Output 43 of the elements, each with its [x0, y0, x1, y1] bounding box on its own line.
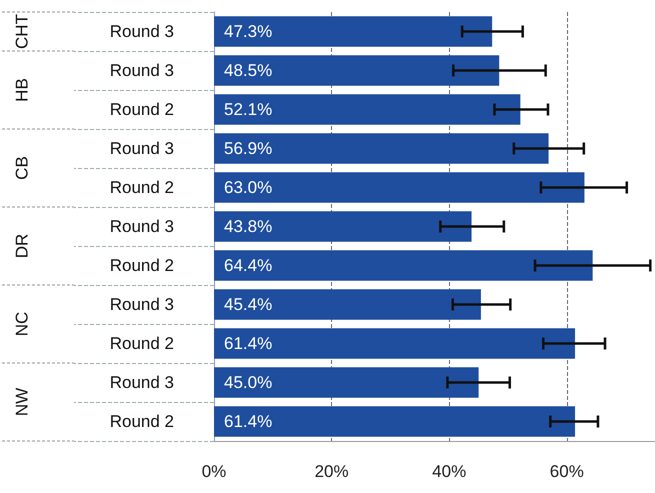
data-label: 56.9% [224, 139, 272, 158]
data-label: 45.0% [224, 373, 272, 392]
y-tick-label: Round 2 [110, 256, 174, 275]
y-tick-label: Round 2 [110, 334, 174, 353]
x-tick-label: 60% [550, 462, 584, 481]
bar [214, 406, 576, 437]
data-label: 48.5% [224, 61, 272, 80]
data-label: 61.4% [224, 412, 272, 431]
y-tick-label: Round 2 [110, 412, 174, 431]
data-label: 47.3% [224, 22, 272, 41]
data-label: 61.4% [224, 334, 272, 353]
data-label: 64.4% [224, 256, 272, 275]
bar [214, 328, 576, 359]
text: NW [12, 388, 32, 416]
x-tick-label: 40% [432, 462, 466, 481]
bar [214, 289, 481, 320]
y-tick-label: Round 3 [110, 139, 174, 158]
text: HB [12, 78, 32, 102]
data-label: 63.0% [224, 178, 272, 197]
data-label: 52.1% [224, 100, 272, 119]
y-tick-label: Round 3 [110, 22, 174, 41]
y-tick-label: Round 3 [110, 217, 174, 236]
y-tick-label: Round 2 [110, 178, 174, 197]
bar [214, 367, 479, 398]
y-tick-label: Round 2 [110, 100, 174, 119]
x-tick-label: 20% [314, 462, 349, 481]
bar [214, 211, 472, 242]
y-tick-label: Round 3 [110, 373, 174, 392]
bar [214, 133, 549, 164]
y-tick-label: Round 3 [110, 61, 174, 80]
bar [214, 172, 584, 203]
y-tick-label: Round 3 [110, 295, 174, 314]
x-tick-label: 0% [202, 462, 226, 481]
bar [214, 55, 500, 86]
text: DR [12, 234, 32, 258]
text: CHT [12, 14, 32, 49]
text: NC [12, 312, 32, 336]
text: CB [12, 156, 32, 180]
bar [214, 94, 520, 125]
bar [214, 16, 492, 47]
bar [214, 250, 593, 281]
data-label: 45.4% [224, 295, 272, 314]
data-label: 43.8% [224, 217, 272, 236]
